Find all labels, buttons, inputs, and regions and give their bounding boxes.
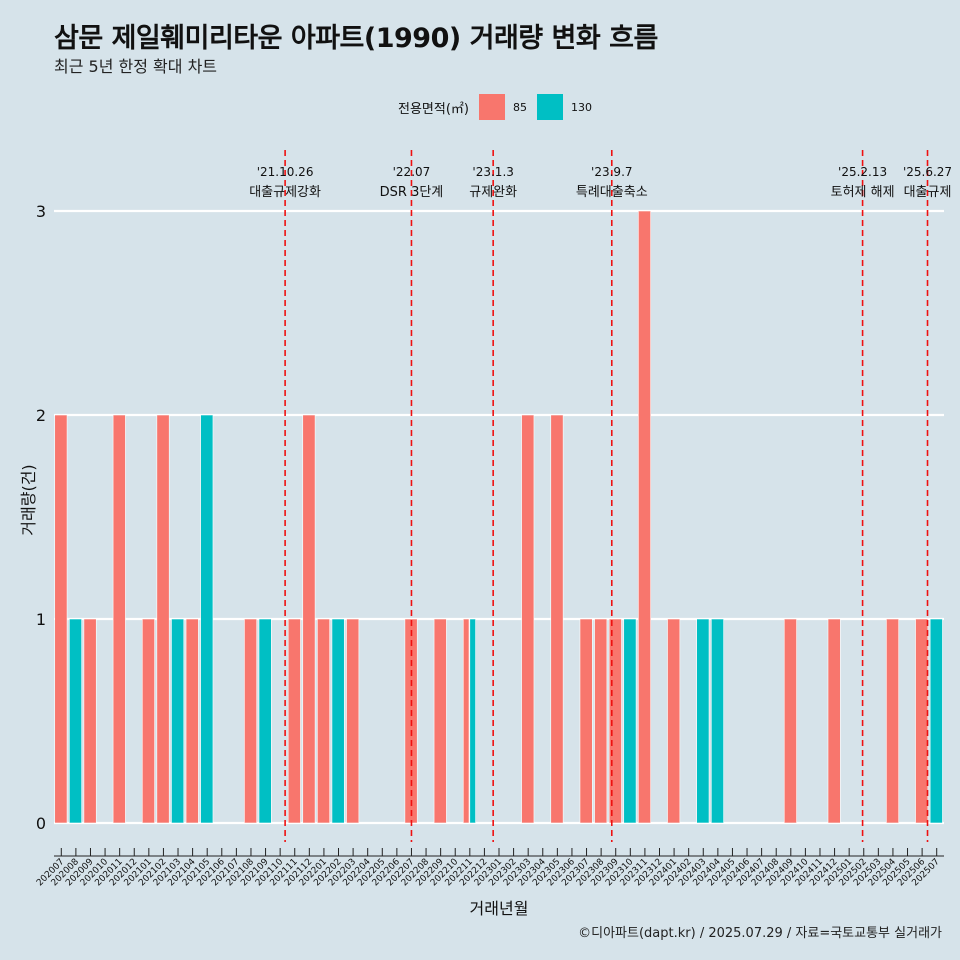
x-axis-title: 거래년월 xyxy=(470,899,529,918)
bar-85-202311 xyxy=(638,210,651,824)
y-tick-label: 0 xyxy=(36,814,46,833)
event-date-2: '23.1.3 xyxy=(472,165,513,179)
bar-85-202101 xyxy=(141,618,155,824)
legend-key-85 xyxy=(478,94,505,120)
legend-key-130 xyxy=(536,94,563,120)
y-tick-label: 3 xyxy=(36,202,46,221)
bar-85-202401 xyxy=(667,618,681,824)
bar-85-202102 xyxy=(156,414,170,824)
bar-85-202504 xyxy=(886,618,899,824)
bar-85-202009 xyxy=(83,618,97,824)
bar-85-202209 xyxy=(433,618,447,824)
y-tick-label: 1 xyxy=(36,610,46,629)
legend-title: 전용면적(㎡) xyxy=(398,101,469,117)
event-label-4: 토허제 해제 xyxy=(831,185,895,200)
bar-85-202112 xyxy=(302,414,316,824)
bar-85-202011 xyxy=(112,414,126,824)
event-label-1: DSR 3단계 xyxy=(380,185,444,200)
bar-130-202008 xyxy=(69,618,82,824)
bar-85-202211 xyxy=(462,618,470,824)
legend: 전용면적(㎡) 85 130 xyxy=(398,93,602,121)
bar-85-202108 xyxy=(244,618,258,824)
event-label-0: 대출규제강화 xyxy=(249,185,321,200)
bar-130-202310 xyxy=(623,618,637,824)
event-label-3: 특례대출축소 xyxy=(576,185,648,200)
y-axis-title: 거래량(건) xyxy=(19,464,38,535)
bar-130-202404 xyxy=(710,618,724,824)
chart-subtitle: 최근 5년 한정 확대 차트 xyxy=(54,57,218,76)
bar-85-202203 xyxy=(346,618,360,824)
bar-130-202105 xyxy=(200,414,214,824)
bar-85-202506 xyxy=(915,618,929,824)
legend-label-85: 85 xyxy=(512,100,527,114)
bar-130-202103 xyxy=(171,618,185,824)
bar-85-202007 xyxy=(54,414,68,824)
chart-title: 삼문 제일훼미리타운 아파트(1990) 거래량 변화 흐름 xyxy=(54,23,658,54)
bar-85-202307 xyxy=(579,618,593,824)
bar-130-202403 xyxy=(696,618,710,824)
bar-130-202202 xyxy=(331,618,345,824)
event-date-5: '25.6.27 xyxy=(903,165,952,179)
bar-85-202305 xyxy=(550,414,564,824)
bar-85-202111 xyxy=(287,618,301,824)
event-date-0: '21.10.26 xyxy=(257,165,314,179)
bar-85-202409 xyxy=(783,618,797,824)
event-date-4: '25.2.13 xyxy=(838,165,887,179)
bar-85-202201 xyxy=(317,618,330,824)
bar-130-202109 xyxy=(258,618,272,824)
event-date-1: '22.07 xyxy=(393,165,431,179)
event-label-2: 규제완화 xyxy=(469,185,517,200)
bar-85-202412 xyxy=(827,618,841,824)
event-label-5: 대출규제 xyxy=(904,185,952,200)
bar-85-202308 xyxy=(594,618,608,824)
bar-130-202211 xyxy=(469,618,476,824)
event-date-3: '23.9.7 xyxy=(591,165,632,179)
bar-85-202303 xyxy=(521,414,535,824)
bar-85-202104 xyxy=(185,618,199,824)
y-tick-label: 2 xyxy=(36,406,46,425)
bar-130-202507 xyxy=(929,618,943,824)
legend-label-130: 130 xyxy=(570,100,592,114)
chart-caption: ©디아파트(dapt.kr) / 2025.07.29 / 자료=국토교통부 실… xyxy=(578,926,942,941)
